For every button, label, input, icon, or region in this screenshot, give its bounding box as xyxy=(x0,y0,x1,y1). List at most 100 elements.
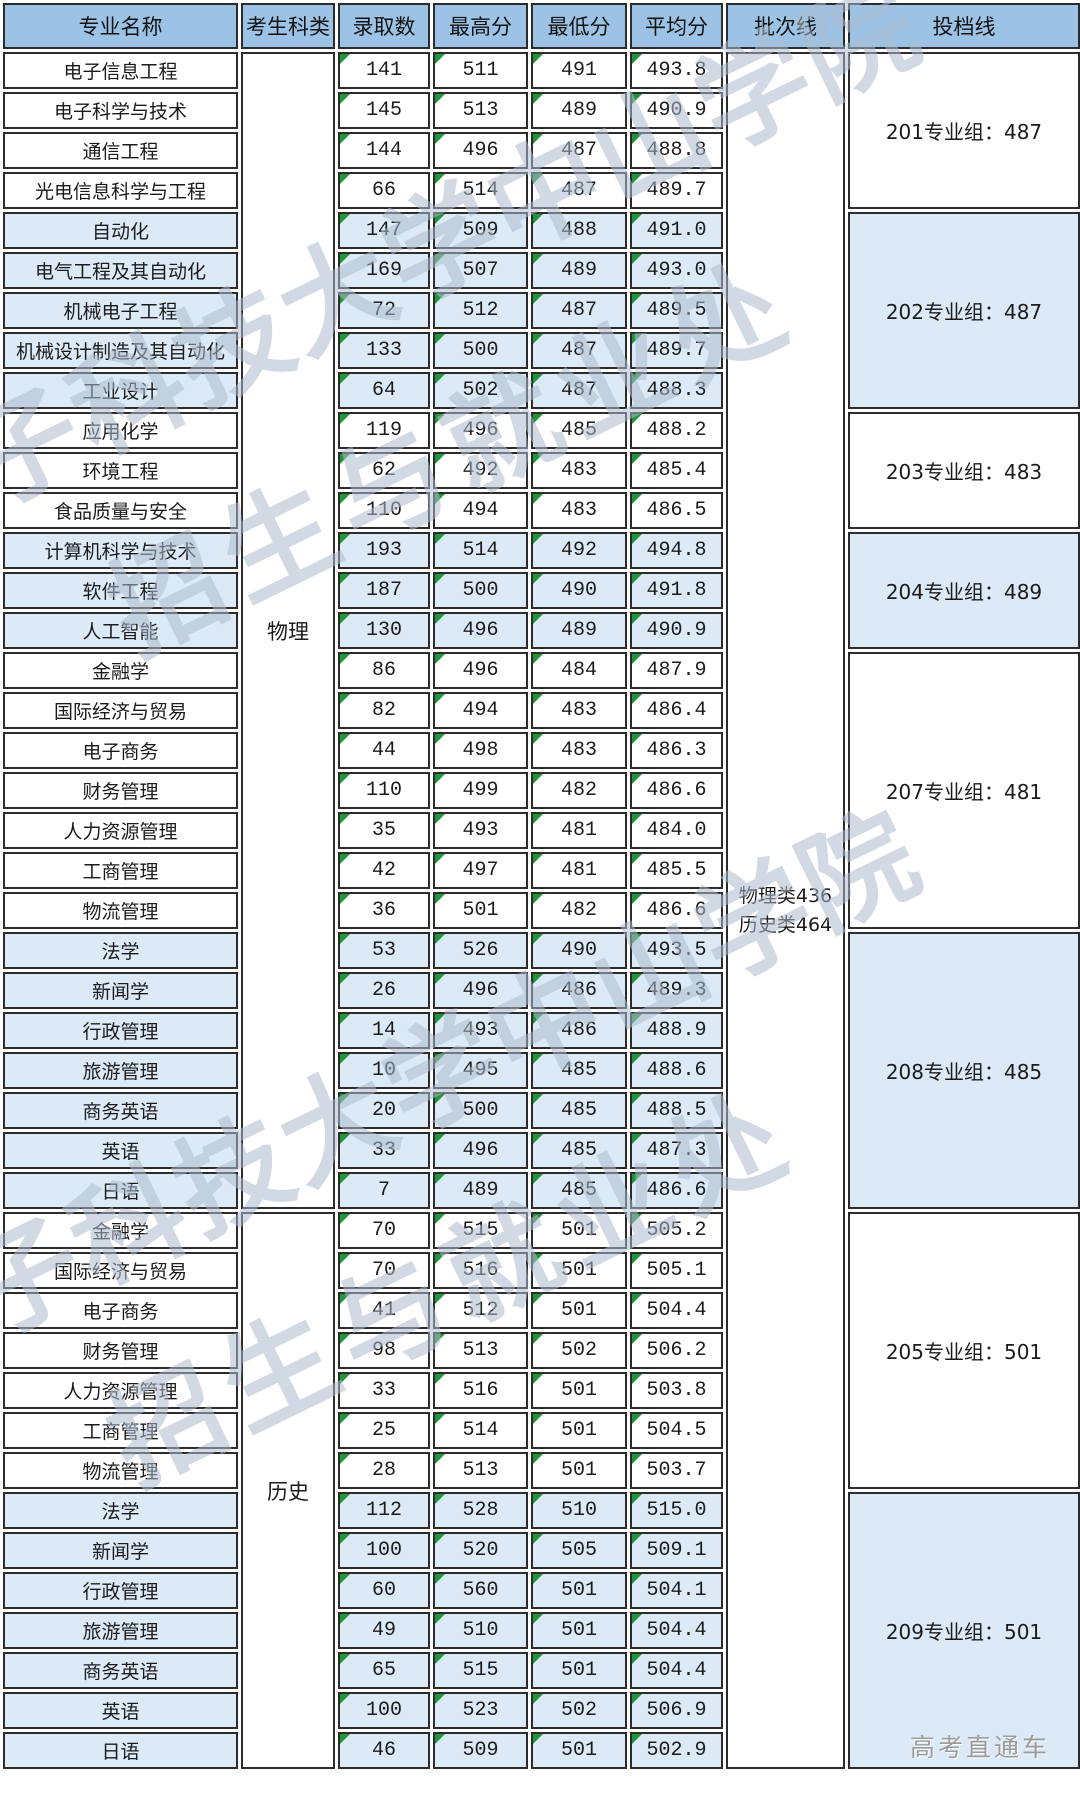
max-score-cell-value: 497 xyxy=(462,859,499,882)
admit-count-cell-value: 72 xyxy=(371,299,396,322)
avg-score-cell-value: 488.6 xyxy=(646,1059,707,1082)
note-triangle-icon xyxy=(435,1574,445,1584)
note-triangle-icon xyxy=(533,334,543,344)
min-score-cell: 487 xyxy=(531,372,627,409)
table-row: 物流管理 36 501 482 486.6 xyxy=(3,892,1080,929)
avg-score-cell-value: 488.8 xyxy=(646,139,707,162)
note-triangle-icon xyxy=(632,134,642,144)
admit-count-cell: 110 xyxy=(338,492,430,529)
admit-count-cell: 46 xyxy=(338,1732,430,1769)
admit-count-cell: 98 xyxy=(338,1332,430,1369)
admit-count-cell-value: 14 xyxy=(371,1019,396,1042)
avg-score-cell-value: 486.6 xyxy=(646,1179,707,1202)
note-triangle-icon xyxy=(435,494,445,504)
major-cell: 软件工程 xyxy=(3,572,238,609)
admit-count-cell: 119 xyxy=(338,412,430,449)
min-score-cell-value: 487 xyxy=(560,139,597,162)
min-score-cell-value: 486 xyxy=(560,1019,597,1042)
min-score-cell-value: 501 xyxy=(560,1379,597,1402)
table-row: 旅游管理 10 495 485 488.6 xyxy=(3,1052,1080,1089)
note-triangle-icon xyxy=(340,974,350,984)
note-triangle-icon xyxy=(632,1134,642,1144)
table-row: 人力资源管理 35 493 481 484.0 xyxy=(3,812,1080,849)
avg-score-cell: 486.6 xyxy=(630,1172,723,1209)
avg-score-cell-value: 504.5 xyxy=(646,1419,707,1442)
table-row: 电子商务 44 498 483 486.3 xyxy=(3,732,1080,769)
admit-count-cell: 33 xyxy=(338,1372,430,1409)
max-score-cell-value: 496 xyxy=(462,1139,499,1162)
admit-count-cell-value: 64 xyxy=(371,379,396,402)
admit-count-cell-value: 130 xyxy=(365,619,402,642)
admit-count-cell: 41 xyxy=(338,1292,430,1329)
note-triangle-icon xyxy=(435,94,445,104)
avg-score-cell: 506.9 xyxy=(630,1692,723,1729)
min-score-cell: 491 xyxy=(531,52,627,89)
group-line-cell: 208专业组：485 xyxy=(848,932,1080,1209)
admit-count-cell-value: 100 xyxy=(365,1539,402,1562)
note-triangle-icon xyxy=(340,454,350,464)
avg-score-cell: 487.9 xyxy=(630,652,723,689)
table-header: 专业名称 考生科类 录取数 最高分 最低分 平均分 批次线 投档线 xyxy=(3,3,1080,49)
admit-count-cell: 145 xyxy=(338,92,430,129)
note-triangle-icon xyxy=(632,694,642,704)
note-triangle-icon xyxy=(632,174,642,184)
avg-score-cell-value: 491.8 xyxy=(646,579,707,602)
note-triangle-icon xyxy=(632,1534,642,1544)
min-score-cell-value: 492 xyxy=(560,539,597,562)
min-score-cell: 485 xyxy=(531,1172,627,1209)
avg-score-cell-value: 489.3 xyxy=(646,979,707,1002)
admit-count-cell: 65 xyxy=(338,1652,430,1689)
max-score-cell: 509 xyxy=(433,212,528,249)
note-triangle-icon xyxy=(435,1054,445,1064)
min-score-cell-value: 501 xyxy=(560,1579,597,1602)
group-line-cell: 207专业组：481 xyxy=(848,652,1080,929)
note-triangle-icon xyxy=(632,254,642,264)
note-triangle-icon xyxy=(435,1534,445,1544)
max-score-cell-value: 492 xyxy=(462,459,499,482)
table-row: 环境工程 62 492 483 485.4 xyxy=(3,452,1080,489)
min-score-cell-value: 483 xyxy=(560,739,597,762)
avg-score-cell: 489.3 xyxy=(630,972,723,1009)
avg-score-cell-value: 490.9 xyxy=(646,619,707,642)
note-triangle-icon xyxy=(435,1174,445,1184)
admit-count-cell-value: 70 xyxy=(371,1259,396,1282)
major-cell: 金融学 xyxy=(3,1212,238,1249)
min-score-cell: 483 xyxy=(531,452,627,489)
admit-count-cell: 35 xyxy=(338,812,430,849)
min-score-cell: 482 xyxy=(531,772,627,809)
note-triangle-icon xyxy=(632,1454,642,1464)
admit-count-cell: 62 xyxy=(338,452,430,489)
major-cell: 电子商务 xyxy=(3,732,238,769)
note-triangle-icon xyxy=(340,894,350,904)
note-triangle-icon xyxy=(533,1534,543,1544)
note-triangle-icon xyxy=(435,254,445,264)
max-score-cell: 499 xyxy=(433,772,528,809)
min-score-cell-value: 501 xyxy=(560,1259,597,1282)
note-triangle-icon xyxy=(435,614,445,624)
avg-score-cell-value: 491.0 xyxy=(646,219,707,242)
admit-count-cell-value: 98 xyxy=(371,1339,396,1362)
avg-score-cell-value: 503.7 xyxy=(646,1459,707,1482)
note-triangle-icon xyxy=(435,1694,445,1704)
min-score-cell: 488 xyxy=(531,212,627,249)
admit-count-cell: 64 xyxy=(338,372,430,409)
note-triangle-icon xyxy=(632,214,642,224)
max-score-cell: 523 xyxy=(433,1692,528,1729)
min-score-cell: 485 xyxy=(531,1092,627,1129)
avg-score-cell: 506.2 xyxy=(630,1332,723,1369)
max-score-cell: 489 xyxy=(433,1172,528,1209)
note-triangle-icon xyxy=(340,294,350,304)
admit-count-cell: 169 xyxy=(338,252,430,289)
avg-score-cell: 489.5 xyxy=(630,292,723,329)
min-score-cell: 490 xyxy=(531,572,627,609)
max-score-cell: 516 xyxy=(433,1252,528,1289)
avg-score-cell: 494.8 xyxy=(630,532,723,569)
header-cell-group-line: 投档线 xyxy=(848,3,1080,49)
note-triangle-icon xyxy=(632,1654,642,1664)
admit-count-cell: 86 xyxy=(338,652,430,689)
max-score-cell-value: 509 xyxy=(462,1739,499,1762)
note-triangle-icon xyxy=(435,214,445,224)
note-triangle-icon xyxy=(435,1254,445,1264)
max-score-cell: 509 xyxy=(433,1732,528,1769)
avg-score-cell-value: 494.8 xyxy=(646,539,707,562)
